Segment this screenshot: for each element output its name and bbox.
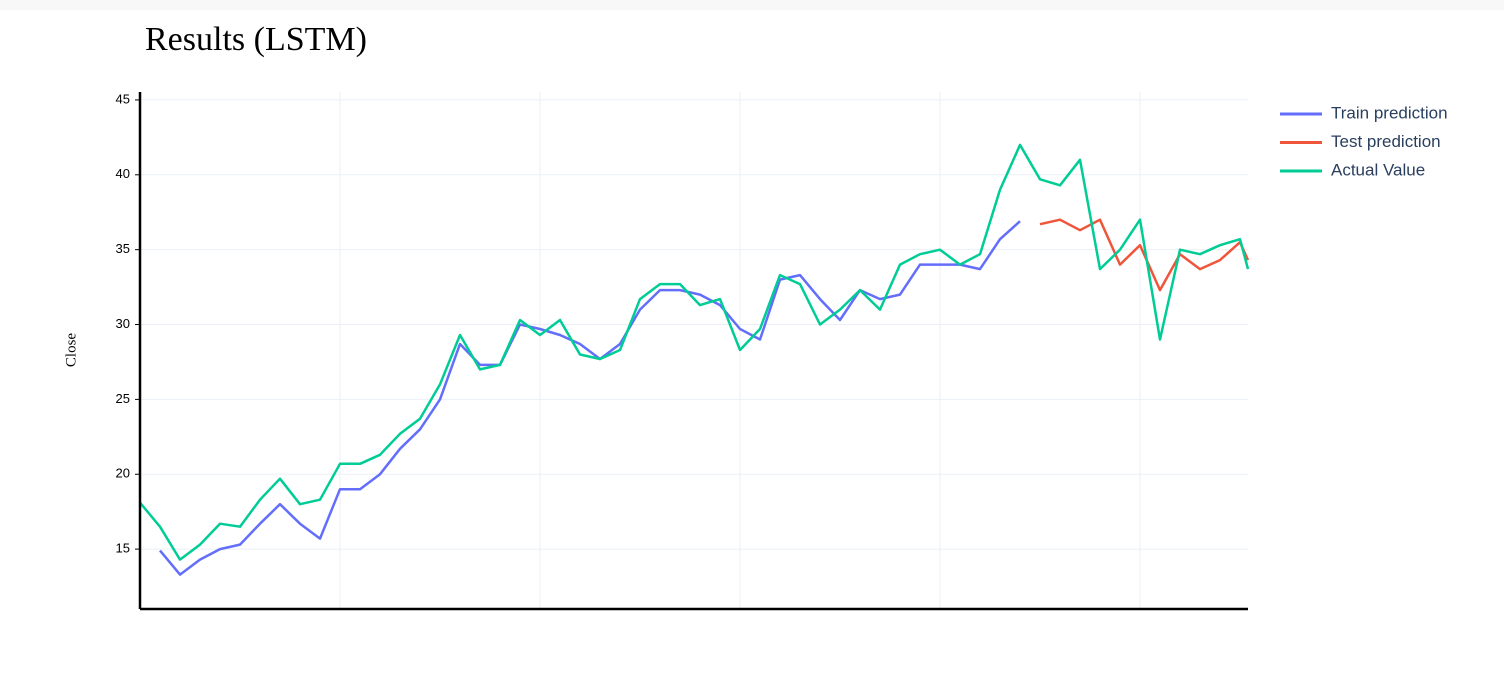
legend-label: Actual Value xyxy=(1331,160,1425,179)
series-line xyxy=(159,220,1021,576)
chart-title: Results (LSTM) xyxy=(145,21,367,58)
y-tick-label: 45 xyxy=(116,91,130,106)
top-bar xyxy=(0,0,1504,10)
y-tick-label: 40 xyxy=(116,166,130,181)
y-tick-label: 15 xyxy=(116,541,130,556)
series-line xyxy=(1039,218,1250,292)
series-line xyxy=(139,143,1250,561)
legend-label: Train prediction xyxy=(1331,103,1448,122)
legend-label: Test prediction xyxy=(1331,132,1441,151)
y-tick-label: 25 xyxy=(116,391,130,406)
y-tick-label: 30 xyxy=(116,316,130,331)
y-tick-label: 20 xyxy=(116,466,130,481)
y-axis-label: Close xyxy=(63,333,79,368)
y-tick-label: 35 xyxy=(116,241,130,256)
